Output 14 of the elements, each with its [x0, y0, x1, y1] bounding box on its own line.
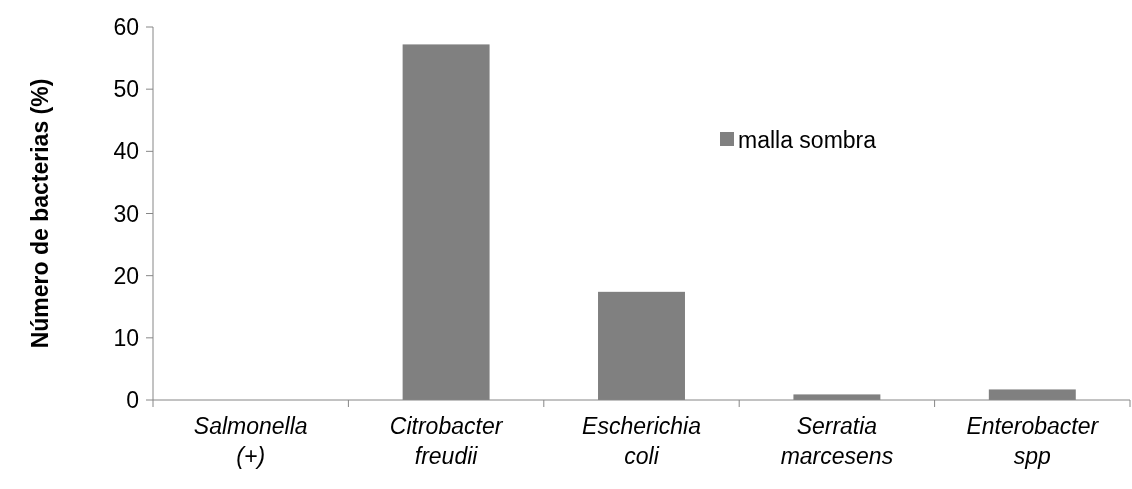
legend-label: malla sombra: [738, 127, 877, 154]
x-tick-label: Salmonella (+): [193, 413, 308, 469]
x-tick-label: Enterobacter spp: [966, 413, 1100, 469]
y-tick-label: 40: [113, 138, 139, 165]
y-tick-label: 0: [126, 387, 139, 414]
y-axis-title: Número de bacterias (%): [27, 78, 53, 349]
y-tick-label: 60: [113, 14, 139, 41]
y-tick-label: 50: [113, 76, 139, 103]
x-tick-label: Citrobacter freudii: [389, 413, 504, 469]
y-tick-label: 30: [113, 200, 139, 227]
x-tick-label: Serratia marcesens: [780, 413, 894, 469]
y-tick-label: 10: [113, 324, 139, 351]
y-tick-label: 20: [113, 262, 139, 289]
x-tick-label: Escherichia coli: [582, 413, 701, 469]
